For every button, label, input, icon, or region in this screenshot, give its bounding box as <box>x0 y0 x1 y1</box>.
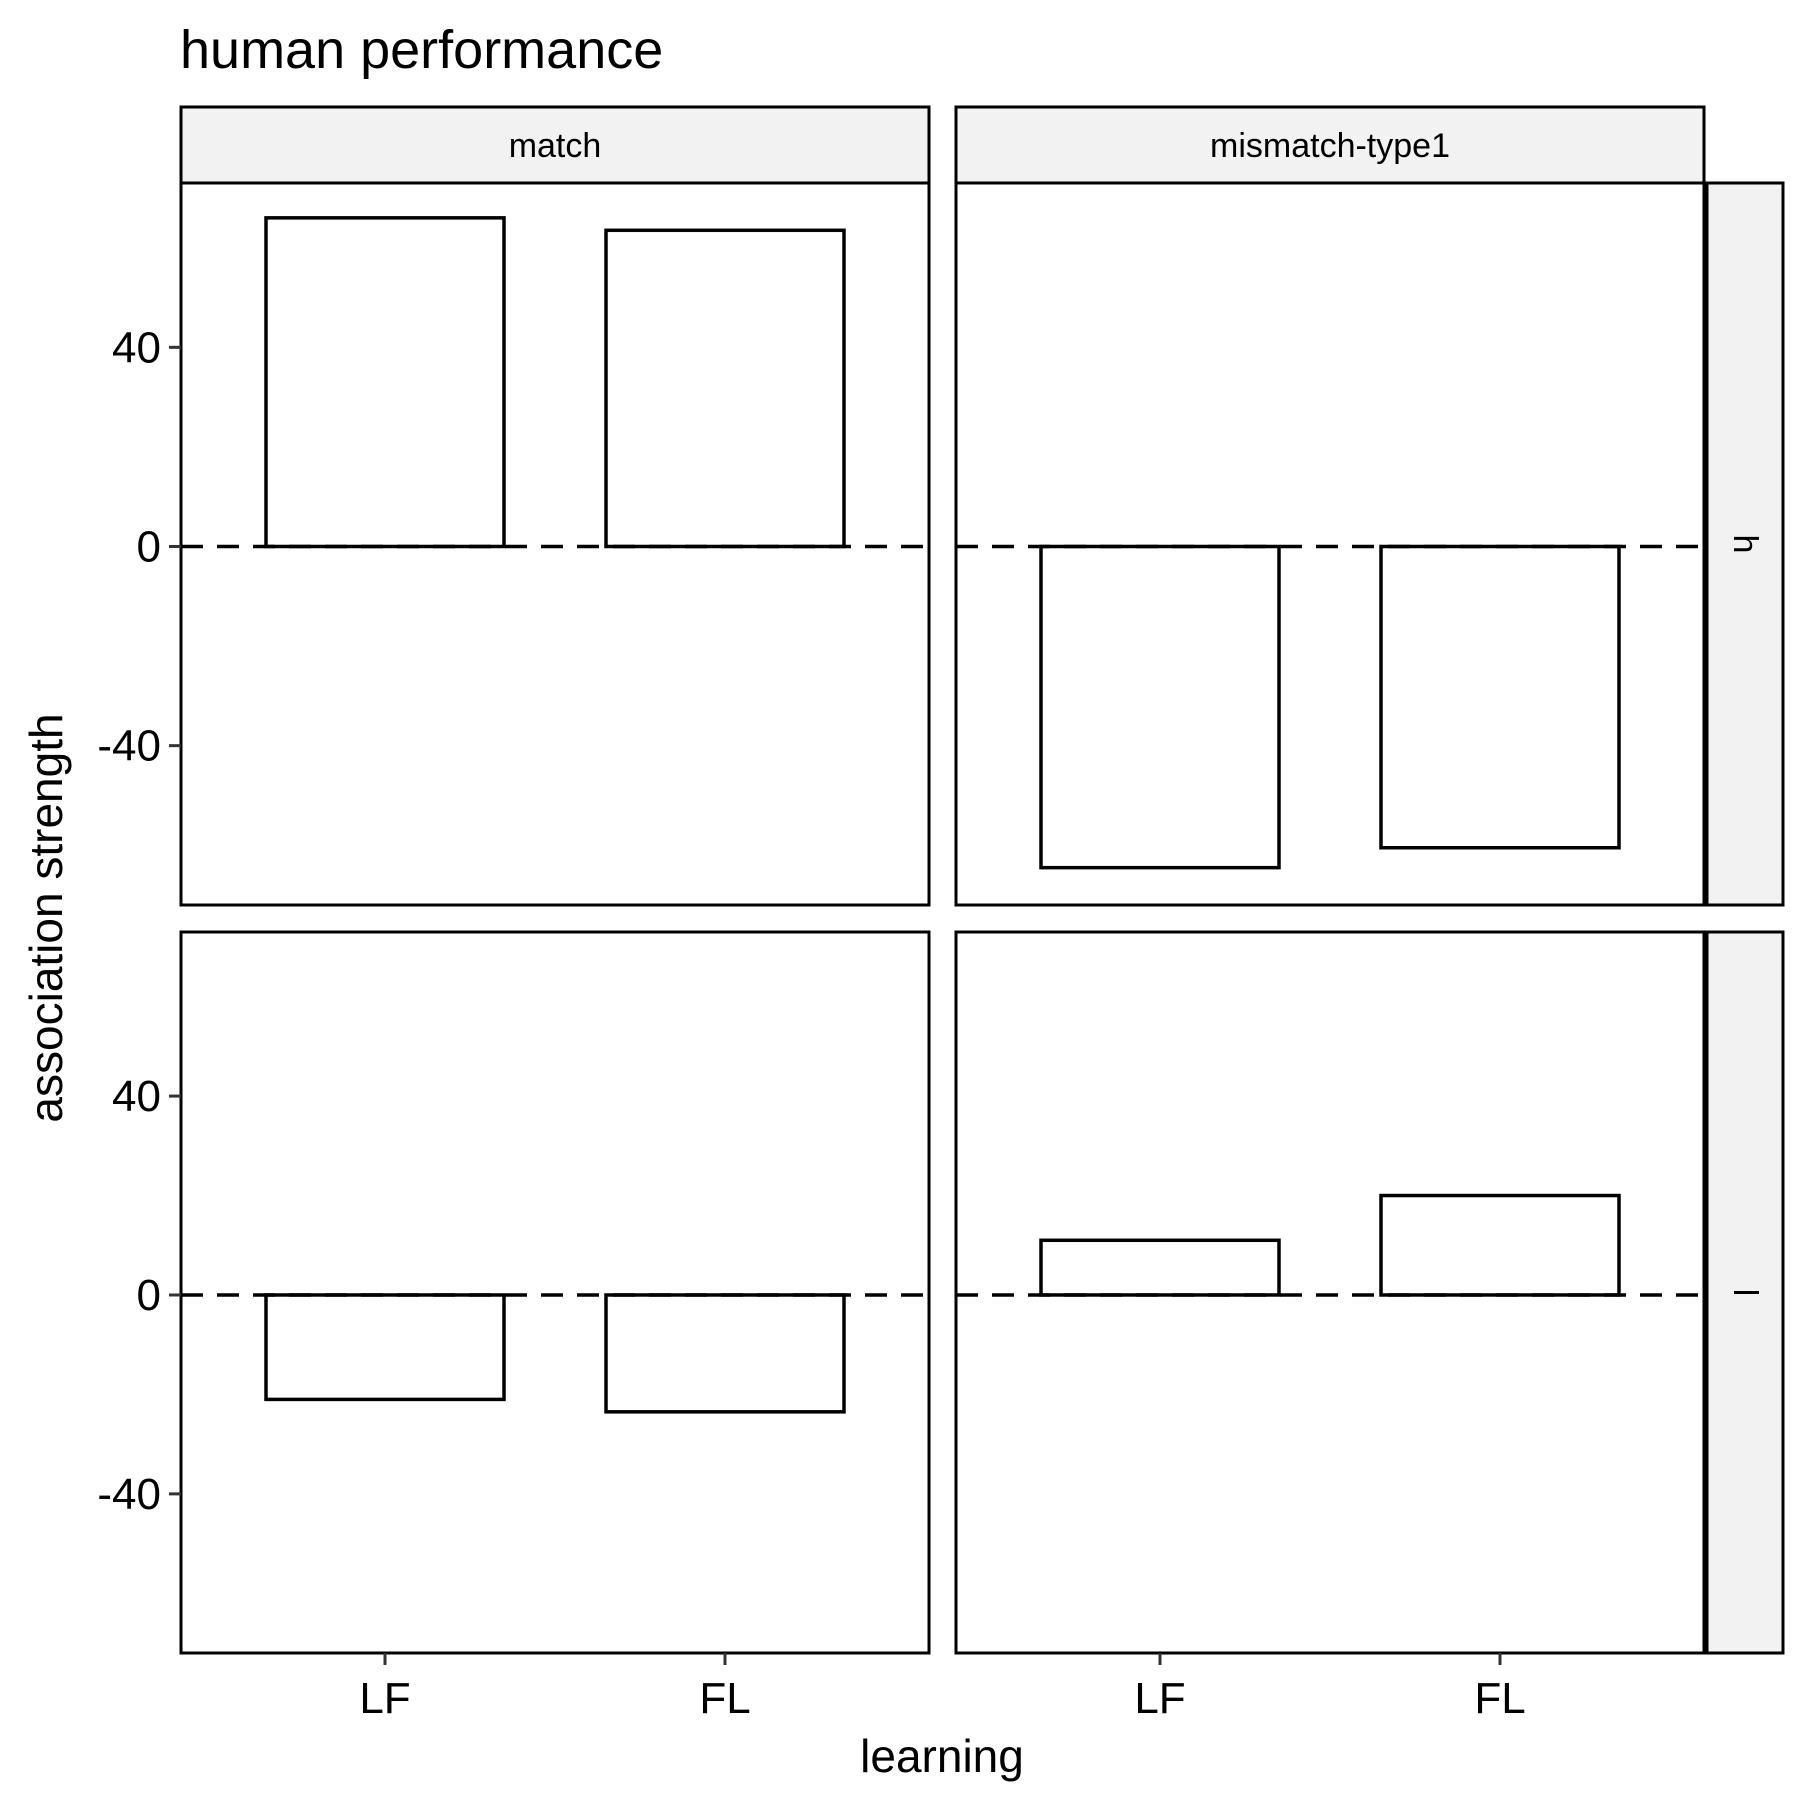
y-tick-label-h-40: 40 <box>112 323 161 372</box>
bar-l-match-LF <box>264 1293 506 1402</box>
y-tick-label-h-0: 0 <box>137 522 161 571</box>
facet-strip-mismatch-type1 <box>954 105 1706 185</box>
bar-l-match-FL <box>604 1293 846 1414</box>
facet-strip-l <box>1705 930 1785 1655</box>
panel-background-l-match <box>181 932 929 1653</box>
x-tick-label-mismatch-type1-LF: LF <box>1134 1674 1185 1723</box>
bar-l-mismatch-type1-LF <box>1039 1238 1281 1297</box>
facet-strip-label-mismatch-type1: mismatch-type1 <box>1210 127 1450 165</box>
panel-border-h-match <box>179 181 931 907</box>
y-tick-label-h--40: -40 <box>97 722 161 771</box>
facet-strip-label-l: l <box>1726 1289 1764 1297</box>
y-tick-label-l--40: -40 <box>97 1470 161 1519</box>
y-tick-label-l-0: 0 <box>137 1271 161 1320</box>
bar-h-match-FL <box>604 228 846 549</box>
x-tick-label-match-LF: LF <box>359 1674 410 1723</box>
x-axis-title: learning <box>860 1730 1024 1782</box>
x-tick-label-mismatch-type1-FL: FL <box>1474 1674 1525 1723</box>
panel-border-h-mismatch-type1 <box>954 181 1706 907</box>
bar-l-mismatch-type1-FL <box>1379 1193 1621 1297</box>
bar-h-mismatch-type1-FL <box>1379 544 1621 850</box>
x-tick-label-match-FL: FL <box>699 1674 750 1723</box>
bar-h-match-LF <box>264 216 506 549</box>
bar-h-mismatch-type1-LF <box>1039 544 1281 870</box>
chart-panels: match mismatch-type1 h l -40 0 40 -40 0 40 LF FL LF F… <box>97 105 1785 1723</box>
facet-strip-label-h: h <box>1726 535 1764 554</box>
facet-strip-label-match: match <box>509 127 602 165</box>
panel-border-l-mismatch-type1 <box>954 930 1706 1655</box>
y-axis-title: association strength <box>20 713 72 1122</box>
facet-strip-h <box>1705 181 1785 907</box>
y-tick-label-l-40: 40 <box>112 1072 161 1121</box>
chart-title: human performance <box>180 20 663 80</box>
panel-border-l-match <box>179 930 931 1655</box>
facet-strip-match <box>179 105 931 185</box>
